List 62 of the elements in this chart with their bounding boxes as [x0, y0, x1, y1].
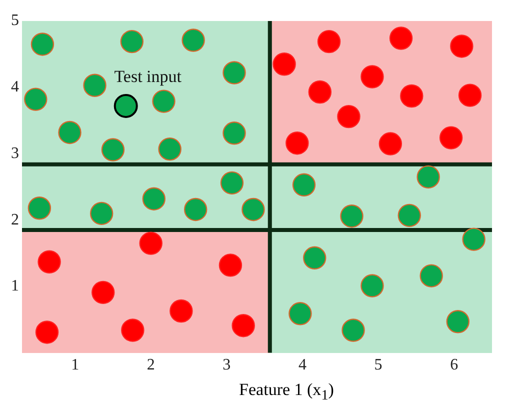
point [303, 246, 326, 270]
point [458, 84, 482, 107]
point [184, 198, 208, 222]
point [416, 165, 440, 189]
point [337, 104, 360, 128]
point [308, 80, 332, 104]
point [83, 74, 106, 97]
point [28, 196, 52, 220]
x-tick-label: 6 [450, 356, 458, 374]
point [446, 310, 470, 334]
point [142, 187, 166, 210]
point [378, 132, 402, 156]
y-tick-label: 1 [11, 278, 19, 295]
point [272, 52, 296, 76]
x-tick-label: 2 [146, 356, 155, 374]
point [232, 314, 255, 338]
point [288, 302, 312, 326]
point [182, 28, 205, 52]
point [90, 202, 114, 226]
point [220, 171, 244, 195]
point [121, 318, 144, 342]
point [114, 94, 138, 118]
point [120, 30, 144, 54]
point [286, 132, 309, 155]
point [342, 318, 365, 342]
point [389, 26, 413, 50]
annotation: Test input [114, 66, 182, 86]
point [400, 84, 424, 108]
point [101, 138, 125, 162]
point [439, 126, 463, 150]
point [35, 320, 59, 344]
point [398, 204, 421, 228]
x-axis-title: Feature 1 (x$_{1}$) [238, 380, 335, 404]
point [218, 254, 242, 277]
point [360, 65, 384, 88]
point [317, 30, 341, 54]
y-tick-label: 4 [11, 78, 19, 96]
point [242, 198, 265, 222]
point [92, 280, 115, 304]
x-tick-label: 3 [222, 356, 231, 374]
x-tick-label: 1 [71, 356, 80, 374]
point [360, 274, 384, 298]
point [222, 61, 246, 84]
point [170, 299, 193, 323]
point [158, 137, 182, 161]
x-tick-label: 4 [298, 356, 306, 374]
point [139, 232, 162, 255]
point [38, 250, 61, 274]
point [340, 204, 364, 228]
x-tick-label: 5 [374, 356, 382, 374]
point [30, 32, 54, 56]
y-tick-label: 5 [11, 12, 19, 30]
point [24, 88, 48, 111]
point [450, 34, 474, 58]
point [462, 228, 486, 251]
point [420, 264, 443, 288]
point [58, 120, 82, 144]
point [152, 90, 176, 113]
point [292, 173, 316, 197]
y-tick-label: 2 [11, 211, 19, 228]
y-tick-label: 3 [11, 144, 19, 162]
point [222, 122, 246, 145]
